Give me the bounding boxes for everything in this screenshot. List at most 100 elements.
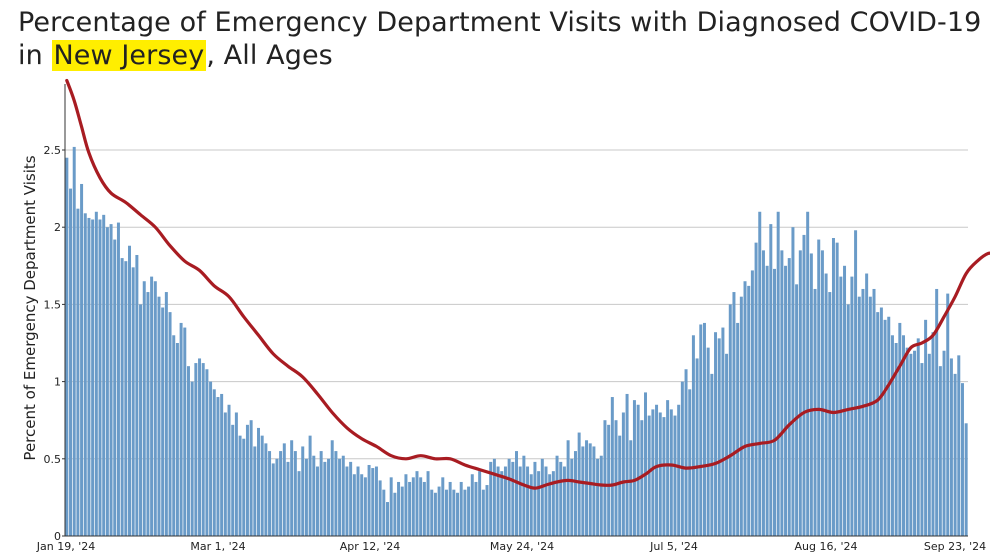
bar-138 — [573, 451, 577, 536]
y-tick-label-3: 1.5 — [44, 298, 62, 311]
bar-222 — [883, 319, 887, 536]
bar-116 — [492, 458, 496, 536]
bar-220 — [876, 312, 880, 536]
y-tick-label-4: 2 — [54, 221, 61, 234]
x-tick-labels: Jan 19, '24 Mar 1, '24 Apr 12, '24 May 24, … — [36, 540, 986, 552]
bars — [65, 146, 968, 537]
x-tick-label-4: Jul 5, '24 — [649, 540, 698, 552]
bar-188 — [758, 211, 762, 536]
bar-148 — [610, 397, 614, 536]
bar-176 — [714, 332, 718, 536]
bar-195 — [784, 265, 788, 536]
bar-108 — [463, 489, 467, 536]
title-line-1: Percentage of Emergency Department Visit… — [18, 7, 982, 38]
bar-36 — [198, 358, 202, 536]
bar-198 — [795, 284, 799, 536]
bar-42 — [220, 393, 224, 536]
bar-119 — [503, 466, 507, 536]
bar-27 — [164, 292, 168, 536]
bar-124 — [522, 455, 526, 536]
bar-34 — [190, 381, 194, 536]
bar-11 — [105, 227, 109, 536]
bar-158 — [647, 415, 651, 536]
bar-87 — [386, 502, 389, 536]
bar-68 — [315, 466, 319, 536]
bar-243 — [960, 383, 964, 536]
bar-130 — [544, 466, 548, 536]
x-tick-label-5: Aug 16, '24 — [795, 540, 858, 552]
bar-28 — [168, 312, 172, 536]
bar-29 — [172, 335, 176, 536]
bar-122 — [515, 451, 518, 536]
bar-224 — [890, 335, 894, 536]
bar-66 — [308, 435, 312, 536]
title-highlight-state: New Jersey — [51, 40, 207, 71]
bar-32 — [183, 327, 187, 536]
bar-109 — [467, 486, 471, 536]
bar-78 — [352, 474, 356, 536]
bar-160 — [655, 404, 659, 536]
bar-7 — [91, 219, 95, 537]
bar-182 — [736, 322, 740, 536]
bar-111 — [474, 481, 478, 536]
bar-212 — [846, 304, 850, 536]
bar-55 — [268, 451, 272, 536]
bar-190 — [765, 265, 769, 536]
bar-216 — [861, 288, 865, 536]
y-tick-label-1: 0.5 — [44, 453, 62, 466]
bar-72 — [330, 440, 334, 536]
bar-41 — [216, 397, 220, 536]
bar-57 — [275, 458, 279, 536]
bar-200 — [802, 234, 806, 537]
bar-232 — [920, 363, 924, 536]
bar-70 — [323, 461, 327, 536]
bar-5 — [83, 213, 87, 537]
bar-226 — [898, 322, 902, 536]
bar-6 — [87, 217, 91, 536]
bar-214 — [854, 230, 858, 537]
bar-163 — [666, 400, 670, 536]
bar-204 — [817, 239, 821, 537]
bar-193 — [776, 211, 780, 536]
bar-145 — [599, 455, 603, 536]
bar-175 — [710, 373, 714, 536]
bar-199 — [798, 250, 802, 537]
bar-86 — [382, 489, 386, 536]
bar-196 — [787, 258, 791, 536]
bar-139 — [577, 432, 581, 536]
bar-240 — [949, 358, 953, 536]
bar-83 — [371, 468, 375, 536]
bar-73 — [334, 451, 338, 536]
bar-149 — [614, 420, 618, 536]
bar-150 — [618, 435, 622, 536]
bar-97 — [422, 481, 426, 536]
bar-169 — [688, 389, 692, 536]
bar-231 — [916, 338, 920, 536]
bar-117 — [496, 466, 500, 536]
bar-103 — [444, 489, 448, 536]
bar-51 — [253, 446, 257, 536]
bar-166 — [677, 404, 681, 536]
bar-133 — [555, 455, 559, 536]
bar-173 — [702, 322, 706, 536]
y-tick-label-0: 0 — [54, 530, 61, 543]
y-axis-label: Percent of Emergency Department Visits — [21, 155, 39, 460]
bar-20 — [139, 304, 143, 536]
bar-225 — [894, 343, 898, 536]
bar-197 — [791, 227, 795, 536]
y-tick-label-5: 2.5 — [44, 144, 62, 157]
bar-82 — [367, 464, 371, 536]
bar-137 — [570, 458, 574, 536]
bar-120 — [507, 458, 511, 536]
bar-3 — [76, 208, 80, 537]
bar-180 — [728, 304, 732, 536]
bar-237 — [938, 366, 942, 536]
bar-60 — [286, 461, 290, 536]
bar-56 — [271, 463, 275, 536]
bar-24 — [153, 281, 157, 536]
bar-100 — [433, 492, 437, 536]
x-tick-label-6: Sep 23, '24 — [924, 540, 986, 552]
x-tick-label-0: Jan 19, '24 — [36, 540, 95, 552]
x-tick-label-3: May 24, '24 — [490, 540, 554, 552]
